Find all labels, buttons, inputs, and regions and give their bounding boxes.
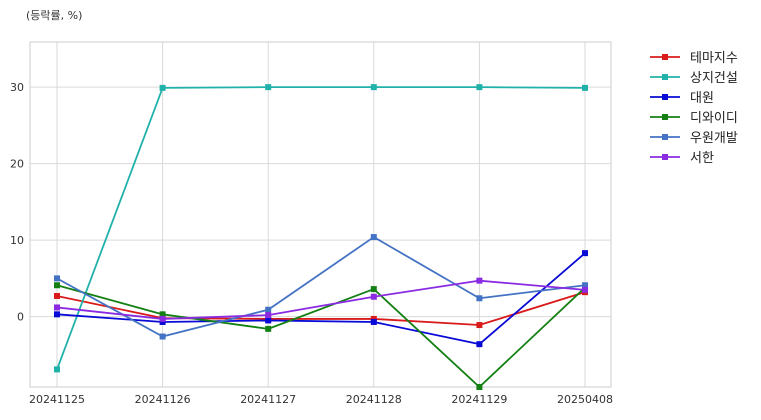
legend-label: 서한 (690, 151, 714, 166)
legend-label: 우원개발 (690, 131, 738, 146)
data-point (54, 366, 60, 373)
data-point (476, 84, 483, 91)
x-tick-label: 20241127 (240, 393, 296, 406)
y-tick-label: 30 (10, 81, 24, 94)
series-group (54, 84, 588, 373)
legend-label: 테마지수 (690, 51, 738, 66)
data-point (582, 282, 588, 289)
legend-label: 대원 (690, 91, 714, 106)
x-tick-label: 20241125 (29, 393, 85, 406)
data-point (159, 315, 166, 322)
data-point (54, 292, 60, 299)
x-tick-label: 20241126 (135, 393, 191, 406)
data-point (370, 84, 377, 91)
x-tick-label: 20241128 (346, 393, 402, 406)
series-group (54, 282, 588, 390)
data-point (265, 325, 272, 332)
data-point (370, 234, 377, 241)
grid-lines (30, 42, 611, 387)
series-line (56, 279, 586, 320)
x-axis-ticks: 20241125 20241126 20241127 20241128 20241129… (29, 393, 613, 406)
data-point (265, 312, 272, 319)
data-point (265, 84, 272, 91)
data-point (476, 341, 483, 348)
data-point (159, 318, 166, 325)
data-point (54, 275, 60, 282)
y-tick-label: 0 (17, 311, 24, 324)
data-point (370, 293, 377, 300)
series-layer (54, 84, 588, 390)
legend-item: 테마지수 (650, 51, 738, 66)
data-point (265, 306, 272, 313)
y-axis-ticks: 0 10 20 30 (10, 81, 24, 323)
series-line (56, 291, 586, 326)
series-line (56, 86, 586, 370)
data-point (265, 317, 272, 324)
series-group (54, 234, 588, 340)
legend-marker (662, 54, 668, 60)
series-line (56, 284, 586, 388)
data-point (582, 250, 588, 257)
legend-marker (662, 134, 668, 140)
data-point (159, 311, 166, 318)
legend-marker (662, 74, 668, 80)
legend-item: 상지건설 (650, 71, 738, 86)
y-tick-label: 20 (10, 158, 24, 171)
unit-label: (등락률, %) (26, 9, 82, 22)
legend-label: 디와이디 (690, 111, 738, 126)
data-point (476, 384, 483, 390)
data-point (370, 318, 377, 325)
legend-item: 디와이디 (650, 111, 738, 126)
data-point (370, 286, 377, 293)
legend-item: 대원 (650, 91, 714, 106)
series-line (56, 236, 586, 338)
series-group (54, 277, 588, 322)
x-tick-label: 20250408 (557, 393, 613, 406)
legend-marker (662, 114, 668, 120)
data-point (476, 322, 483, 329)
series-group (54, 250, 588, 348)
data-point (159, 84, 166, 91)
legend-item: 우원개발 (650, 131, 738, 146)
legend-marker (662, 154, 668, 160)
data-point (54, 311, 60, 318)
data-point (159, 333, 166, 340)
x-tick-label: 20241129 (451, 393, 507, 406)
series-line (56, 252, 586, 346)
legend-label: 상지건설 (690, 71, 738, 86)
plot-frame (29, 41, 612, 388)
data-point (476, 295, 483, 302)
data-point (54, 304, 60, 311)
y-tick-label: 10 (10, 234, 24, 247)
data-point (582, 286, 588, 293)
legend-marker (662, 94, 668, 100)
data-point (582, 84, 588, 91)
data-point (54, 282, 60, 289)
data-point (370, 315, 377, 322)
legend-item: 서한 (650, 151, 714, 166)
data-point (476, 277, 483, 284)
